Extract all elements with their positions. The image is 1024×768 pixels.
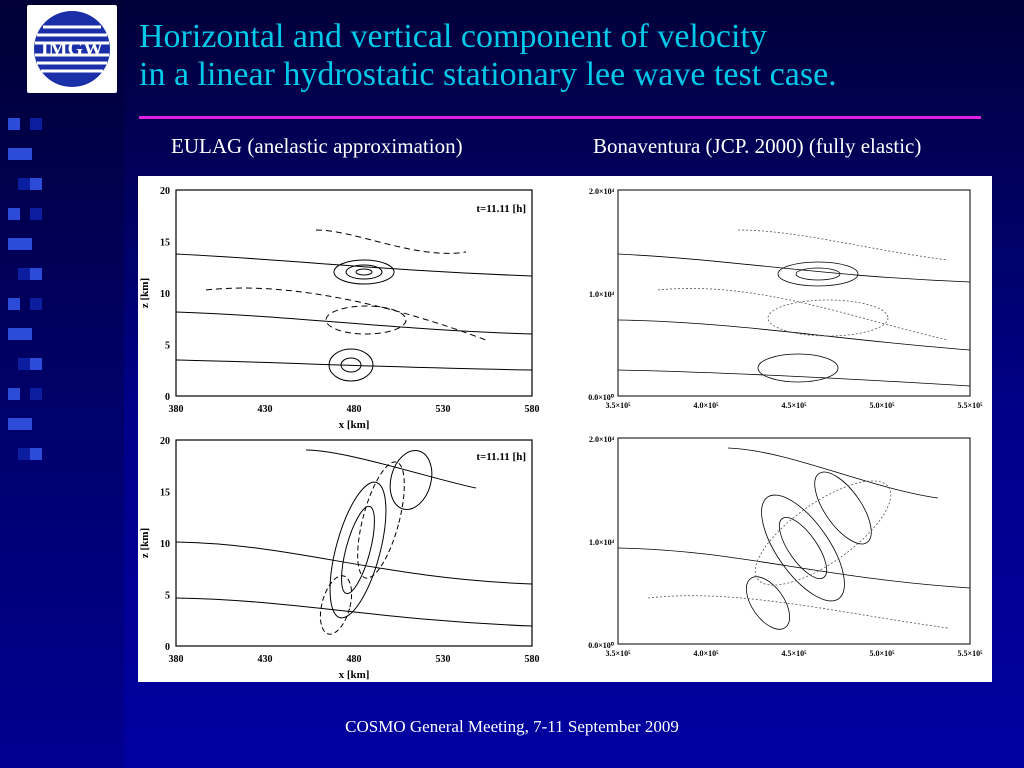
decorative-squares [8, 118, 42, 478]
y-tick-label: 0.0×10⁰ [588, 393, 615, 402]
decor-square [8, 238, 20, 250]
y-tick-label: 1.0×10⁴ [589, 290, 615, 299]
left-top-y-ticks: 0 5 10 15 20 [160, 186, 170, 403]
left-bottom-time-label: t=11.11 [h] [476, 451, 526, 463]
decor-square [8, 388, 20, 400]
x-tick-label: 5.5×10⁵ [958, 401, 984, 410]
title-divider [139, 116, 981, 119]
x-tick-label: 580 [525, 404, 540, 415]
x-tick-label: 380 [169, 404, 184, 415]
decor-square [30, 298, 42, 310]
x-tick-label: 3.5×10⁵ [606, 401, 632, 410]
x-tick-label: 5.0×10⁵ [870, 649, 896, 658]
footer-text: COSMO General Meeting, 7-11 September 20… [345, 717, 679, 736]
x-tick-label: 480 [347, 404, 362, 415]
figure-graphic: t=11.11 [h] 0 5 10 15 20 380 430 480 530 580 x [… [139, 186, 983, 681]
y-tick-label: 15 [160, 238, 170, 249]
y-tick-label: 1.0×10⁴ [589, 538, 615, 547]
y-tick-label: 15 [160, 488, 170, 499]
left-bottom-x-ticks: 380 430 480 530 580 [169, 654, 540, 665]
decor-square [20, 328, 32, 340]
decor-square [8, 208, 20, 220]
y-tick-label: 0.0×10⁰ [588, 641, 615, 650]
y-tick-label: 0 [165, 642, 170, 653]
y-tick-label: 2.0×10⁴ [589, 187, 615, 196]
left-top-time-label: t=11.11 [h] [476, 203, 526, 215]
x-tick-label: 580 [525, 654, 540, 665]
right-top-x-ticks: 3.5×10⁵ 4.0×10⁵ 4.5×10⁵ 5.0×10⁵ 5.5×10⁵ [606, 401, 984, 410]
imgw-logo: IMGW [27, 5, 117, 93]
x-tick-label: 4.5×10⁵ [782, 649, 808, 658]
title-line-1: Horizontal and vertical component of vel… [139, 18, 767, 55]
eulag-w-plot: t=11.11 [h] 0 5 10 15 20 380 430 480 530 580 x [… [139, 436, 540, 681]
logo-text: IMGW [41, 38, 103, 60]
decor-square [8, 148, 20, 160]
x-tick-label: 5.0×10⁵ [870, 401, 896, 410]
decor-square [30, 208, 42, 220]
decor-square [30, 448, 42, 460]
decor-square [8, 118, 20, 130]
y-tick-label: 10 [160, 289, 170, 300]
title-line-2: in a linear hydrostatic stationary lee w… [139, 56, 837, 93]
left-top-xlabel: x [km] [339, 419, 370, 431]
right-bottom-y-ticks: 0.0×10⁰ 1.0×10⁴ 2.0×10⁴ [588, 435, 615, 650]
right-caption: Bonaventura (JCP. 2000) (fully elastic) [593, 134, 922, 158]
decor-square [8, 418, 20, 430]
figure-panel: t=11.11 [h] 0 5 10 15 20 380 430 480 530 580 x [… [138, 176, 992, 682]
decor-square [30, 118, 42, 130]
x-tick-label: 4.0×10⁵ [694, 401, 720, 410]
decor-square [20, 148, 32, 160]
decor-square [18, 448, 30, 460]
slide-title: Horizontal and vertical component of vel… [139, 18, 837, 94]
decor-square [8, 298, 20, 310]
left-bottom-ylabel: z [km] [139, 528, 151, 558]
y-tick-label: 5 [165, 341, 170, 352]
decor-square [20, 238, 32, 250]
decor-square [8, 328, 20, 340]
y-tick-label: 5 [165, 591, 170, 602]
x-tick-label: 3.5×10⁵ [606, 649, 632, 658]
left-bottom-y-ticks: 0 5 10 15 20 [160, 436, 170, 653]
x-tick-label: 430 [258, 654, 273, 665]
x-tick-label: 530 [436, 654, 451, 665]
right-bottom-x-ticks: 3.5×10⁵ 4.0×10⁵ 4.5×10⁵ 5.0×10⁵ 5.5×10⁵ [606, 649, 984, 658]
decor-square [18, 358, 30, 370]
eulag-u-plot: t=11.11 [h] 0 5 10 15 20 380 430 480 530 580 x [… [139, 186, 540, 431]
left-caption: EULAG (anelastic approximation) [171, 134, 463, 158]
decor-square [18, 178, 30, 190]
decor-square [30, 388, 42, 400]
x-tick-label: 5.5×10⁵ [958, 649, 984, 658]
left-bottom-xlabel: x [km] [339, 669, 370, 681]
x-tick-label: 4.0×10⁵ [694, 649, 720, 658]
y-tick-label: 20 [160, 436, 170, 447]
decor-square [30, 358, 42, 370]
x-tick-label: 380 [169, 654, 184, 665]
left-top-ylabel: z [km] [139, 278, 151, 308]
side-band [0, 0, 124, 768]
y-tick-label: 0 [165, 392, 170, 403]
decor-square [20, 418, 32, 430]
x-tick-label: 480 [347, 654, 362, 665]
bonaventura-u-plot: 0.0×10⁰ 1.0×10⁴ 2.0×10⁴ 3.5×10⁵ 4.0×10⁵ 4.5×… [588, 187, 983, 410]
x-tick-label: 4.5×10⁵ [782, 401, 808, 410]
bonaventura-w-plot: 0.0×10⁰ 1.0×10⁴ 2.0×10⁴ 3.5×10⁵ 4.0×10⁵ 4.5×… [588, 435, 983, 658]
y-tick-label: 2.0×10⁴ [589, 435, 615, 444]
y-tick-label: 10 [160, 539, 170, 550]
decor-square [30, 178, 42, 190]
y-tick-label: 20 [160, 186, 170, 197]
left-top-x-ticks: 380 430 480 530 580 [169, 404, 540, 415]
x-tick-label: 530 [436, 404, 451, 415]
decor-square [30, 268, 42, 280]
right-top-y-ticks: 0.0×10⁰ 1.0×10⁴ 2.0×10⁴ [588, 187, 615, 402]
decor-square [18, 268, 30, 280]
x-tick-label: 430 [258, 404, 273, 415]
